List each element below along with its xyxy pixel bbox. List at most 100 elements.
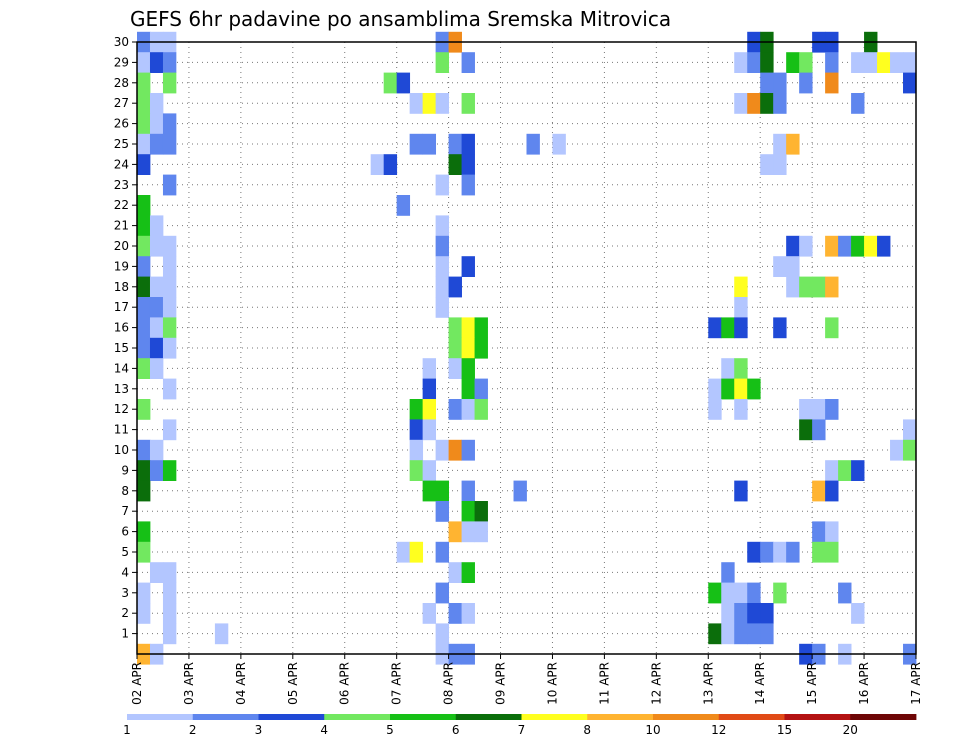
heatmap-cell (137, 276, 151, 298)
heatmap-cell (552, 133, 566, 155)
x-tick-label: 12 APR (649, 662, 663, 705)
heatmap-cell (721, 317, 735, 339)
heatmap-cell (721, 378, 735, 400)
colorbar-swatch (718, 714, 785, 720)
heatmap-cell (474, 378, 488, 400)
heatmap-cell (526, 133, 540, 155)
heatmap-cell (448, 317, 462, 339)
heatmap-cell (851, 52, 865, 73)
heatmap-cell (435, 215, 449, 237)
heatmap-cell (461, 358, 475, 379)
heatmap-cell (799, 52, 813, 73)
heatmap-cell (422, 93, 437, 114)
heatmap-cell (799, 235, 813, 257)
heatmap-cell (409, 541, 424, 563)
heatmap-cell (760, 603, 774, 624)
y-tick-label: 4 (121, 565, 129, 579)
x-tick-label: 10 APR (545, 662, 559, 705)
heatmap-cell (825, 399, 839, 420)
heatmap-cell (409, 419, 424, 441)
colorbar-label: 1 (123, 723, 131, 737)
colorbar-swatch (587, 714, 654, 720)
heatmap-cell (760, 72, 774, 94)
y-tick-label: 19 (114, 259, 129, 273)
heatmap-cell (149, 215, 164, 237)
heatmap-cell (786, 256, 800, 277)
colorbar-swatch (653, 714, 720, 720)
heatmap-cell (708, 582, 722, 604)
heatmap-cell (513, 480, 527, 502)
heatmap-cell (396, 541, 411, 563)
x-tick-label: 08 APR (442, 662, 456, 705)
x-tick-label: 04 APR (234, 662, 248, 705)
colorbar-label: 20 (843, 723, 858, 737)
heatmap-cell (864, 235, 878, 257)
heatmap-cell (422, 133, 437, 155)
heatmap-cell (773, 256, 787, 277)
heatmap-cell (137, 133, 151, 155)
y-axis: 1234567891011121314151617181920212223242… (114, 35, 137, 641)
heatmap-cell (734, 276, 748, 298)
colorbar-swatch (521, 714, 588, 720)
heatmap-cell (149, 93, 164, 114)
heatmap-cell (890, 439, 904, 461)
heatmap-cell (409, 399, 424, 420)
heatmap-cell (786, 52, 800, 73)
y-tick-label: 29 (114, 55, 129, 69)
heatmap-cell (422, 480, 437, 502)
heatmap-cell (435, 297, 449, 318)
y-tick-label: 14 (114, 361, 129, 375)
heatmap-cell (825, 235, 839, 257)
colorbar-label: 2 (189, 723, 197, 737)
heatmap-cell (812, 541, 826, 563)
y-tick-label: 25 (114, 137, 129, 151)
heatmap-cell (474, 317, 488, 339)
heatmap-cell (435, 480, 449, 502)
heatmap-cell (461, 378, 475, 400)
heatmap-cell (162, 378, 177, 400)
heatmap-cell (435, 541, 449, 563)
heatmap-cell (370, 154, 385, 175)
heatmap-cell (799, 276, 813, 298)
heatmap-cell (137, 93, 151, 114)
heatmap-cell (448, 337, 462, 359)
heatmap-cell (773, 72, 787, 94)
heatmap-cell (162, 603, 177, 624)
heatmap-cell (747, 93, 761, 114)
heatmap-cell (435, 256, 449, 277)
x-tick-label: 07 APR (390, 662, 404, 705)
heatmap-cell (162, 174, 177, 196)
heatmap-cell (474, 399, 488, 420)
heatmap-cell (162, 256, 177, 277)
heatmap-cell (708, 378, 722, 400)
y-tick-label: 7 (121, 504, 129, 518)
heatmap-cell (721, 582, 735, 604)
heatmap-cell (149, 276, 164, 298)
heatmap-cell (422, 358, 437, 379)
heatmap-cell (435, 276, 449, 298)
heatmap-cell (786, 235, 800, 257)
heatmap-cell (461, 256, 475, 277)
heatmap-cell (825, 521, 839, 543)
heatmap-cell (747, 623, 761, 645)
heatmap-cell (461, 337, 475, 359)
heatmap-cell (149, 235, 164, 257)
y-tick-label: 15 (114, 341, 129, 355)
heatmap-cell (448, 133, 462, 155)
heatmap-cell (422, 603, 437, 624)
heatmap-cell (812, 399, 826, 420)
x-tick-label: 15 APR (805, 662, 819, 705)
heatmap-cell (851, 93, 865, 114)
heatmap-cell (137, 460, 151, 481)
heatmap-cell (864, 52, 878, 73)
heatmap-cell (409, 133, 424, 155)
heatmap-cell (734, 603, 748, 624)
heatmap-cell (137, 297, 151, 318)
heatmap-cell (721, 358, 735, 379)
heatmap-cell (747, 378, 761, 400)
heatmap-cell (162, 235, 177, 257)
heatmap-cell (773, 154, 787, 175)
colorbar-label: 10 (645, 723, 660, 737)
heatmap-cell (461, 439, 475, 461)
